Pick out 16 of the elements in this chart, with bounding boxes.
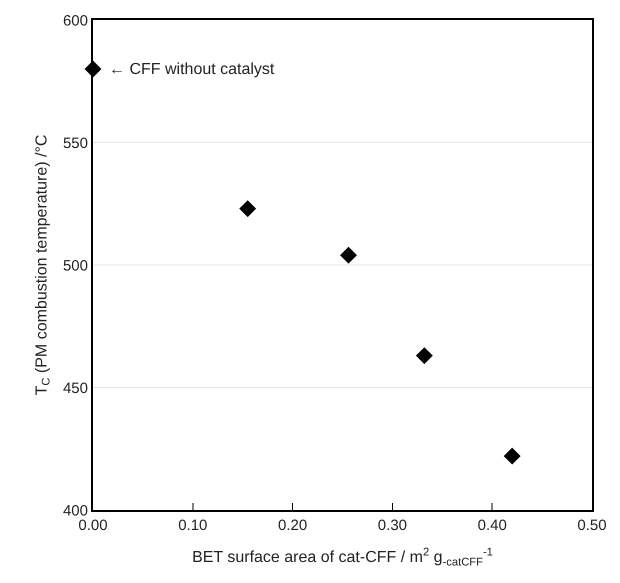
x-tick-label: 0.10 <box>178 517 208 534</box>
x-tick-label: 0.50 <box>577 517 607 534</box>
annotation: ← CFF without catalyst <box>109 61 275 78</box>
x-tick-label: 0.00 <box>78 517 108 534</box>
point <box>416 347 433 364</box>
y-tick-label: 500 <box>62 257 88 274</box>
y-tick-label: 400 <box>62 502 88 520</box>
point <box>239 200 256 218</box>
point <box>340 246 357 264</box>
x-tick-label: 0.20 <box>278 517 308 534</box>
y-tick-label: 450 <box>62 380 88 397</box>
x-tick-label: 0.40 <box>478 517 507 534</box>
x-tick-label: 0.30 <box>378 517 407 534</box>
y-tick-label: 600 <box>62 12 88 30</box>
point <box>504 448 521 465</box>
y-tick-label: 550 <box>62 134 88 152</box>
